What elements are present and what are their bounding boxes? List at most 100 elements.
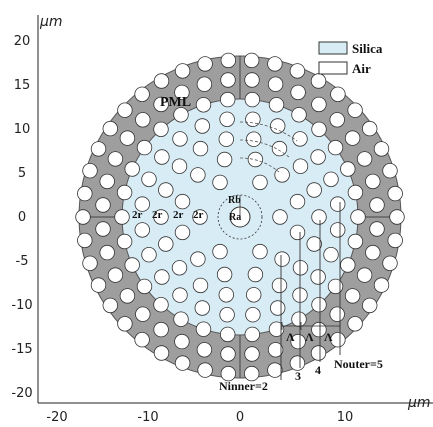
- air-hole: [252, 174, 268, 191]
- air-hole: [310, 345, 327, 361]
- nouter-label: Nouter=5: [334, 357, 383, 371]
- air-hole: [344, 288, 361, 304]
- x-tick-labels: -20 -10 0 10: [46, 410, 353, 425]
- air-hole: [174, 193, 191, 210]
- air-hole: [340, 257, 356, 273]
- air-hole: [289, 355, 306, 371]
- air-hole: [196, 342, 213, 358]
- air-hole: [272, 209, 288, 225]
- air-hole: [289, 193, 306, 210]
- air-hole: [330, 196, 346, 212]
- y-tick-label: 0: [18, 210, 26, 225]
- air-hole: [212, 174, 228, 191]
- air-hole: [153, 321, 169, 338]
- x-tick-label: 10: [337, 410, 354, 425]
- air-hole: [134, 86, 150, 103]
- air-hole: [387, 232, 403, 249]
- air-hole: [373, 277, 390, 293]
- air-hole: [220, 72, 236, 88]
- air-hole: [153, 209, 169, 225]
- air-hole: [369, 197, 385, 213]
- air-hole: [362, 120, 378, 137]
- air-hole: [174, 224, 191, 241]
- air-hole: [382, 255, 398, 271]
- air-hole: [244, 326, 261, 343]
- air-hole: [347, 233, 364, 250]
- air-hole: [174, 355, 191, 371]
- air-hole: [173, 311, 189, 327]
- two-r-labels: 2r 2r 2r 2r: [132, 209, 204, 221]
- y-tick-label: -20: [11, 386, 32, 401]
- air-hole: [116, 184, 133, 201]
- air-hole: [289, 63, 306, 79]
- ra-label: Ra: [229, 212, 241, 223]
- air-hole: [306, 236, 322, 252]
- air-hole: [219, 111, 235, 128]
- air-hole: [267, 342, 284, 358]
- y-tick-label: -10: [11, 298, 32, 313]
- air-hole: [310, 73, 327, 89]
- air-hole: [274, 167, 290, 183]
- y-tick-label: 10: [14, 122, 31, 137]
- air-hole: [245, 287, 262, 303]
- air-hole: [124, 161, 140, 177]
- two-r-label: 2r: [152, 209, 163, 221]
- air-hole: [197, 56, 213, 72]
- air-hole: [387, 185, 403, 202]
- air-hole: [365, 173, 381, 190]
- air-hole: [382, 162, 398, 179]
- air-hole: [216, 151, 233, 168]
- x-tick-label: -20: [46, 410, 67, 425]
- air-hole: [196, 76, 213, 92]
- air-hole: [323, 246, 339, 263]
- air-hole: [362, 297, 378, 314]
- air-hole: [271, 277, 288, 294]
- arc-ring-3: [239, 157, 280, 173]
- air-hole: [174, 84, 190, 101]
- air-hole: [327, 139, 344, 156]
- air-hole: [195, 321, 212, 337]
- air-hole: [347, 184, 364, 201]
- air-hole: [245, 111, 261, 128]
- ring-4-label: 4: [315, 363, 321, 377]
- air-hole: [95, 221, 111, 237]
- air-hole: [219, 326, 236, 343]
- air-hole: [171, 158, 188, 174]
- air-hole: [153, 96, 169, 113]
- air-hole: [373, 141, 390, 157]
- x-axis-unit: μm: [407, 395, 431, 411]
- air-hole: [119, 130, 136, 146]
- legend-air-label: Air: [352, 61, 371, 76]
- air-hole: [141, 246, 157, 263]
- air-hole: [216, 266, 233, 283]
- air-hole: [291, 311, 307, 327]
- y-tick-label: 20: [14, 34, 31, 49]
- lambda-label: Λ: [286, 330, 295, 344]
- air-hole: [340, 161, 356, 177]
- air-hole: [330, 86, 346, 103]
- pml-label: PML: [160, 95, 191, 110]
- air-hole: [171, 260, 188, 276]
- y-tick-label: -5: [16, 254, 29, 269]
- air-hole: [330, 332, 346, 348]
- air-hole: [219, 307, 235, 323]
- air-hole: [347, 316, 363, 332]
- x-tick-label: -10: [137, 410, 158, 425]
- air-hole: [291, 107, 307, 123]
- air-hole: [141, 171, 157, 188]
- air-hole: [75, 209, 91, 225]
- air-hole: [350, 209, 366, 225]
- air-hole: [82, 255, 98, 271]
- air-hole: [212, 243, 228, 260]
- air-hole: [220, 365, 237, 382]
- air-hole: [311, 297, 327, 313]
- y-tick-label: -15: [11, 342, 32, 357]
- air-hole: [245, 307, 261, 323]
- air-hole: [154, 149, 170, 165]
- air-hole: [117, 102, 133, 118]
- air-hole: [190, 167, 206, 183]
- air-hole: [124, 257, 140, 273]
- air-hole: [172, 131, 188, 147]
- air-hole: [329, 306, 345, 322]
